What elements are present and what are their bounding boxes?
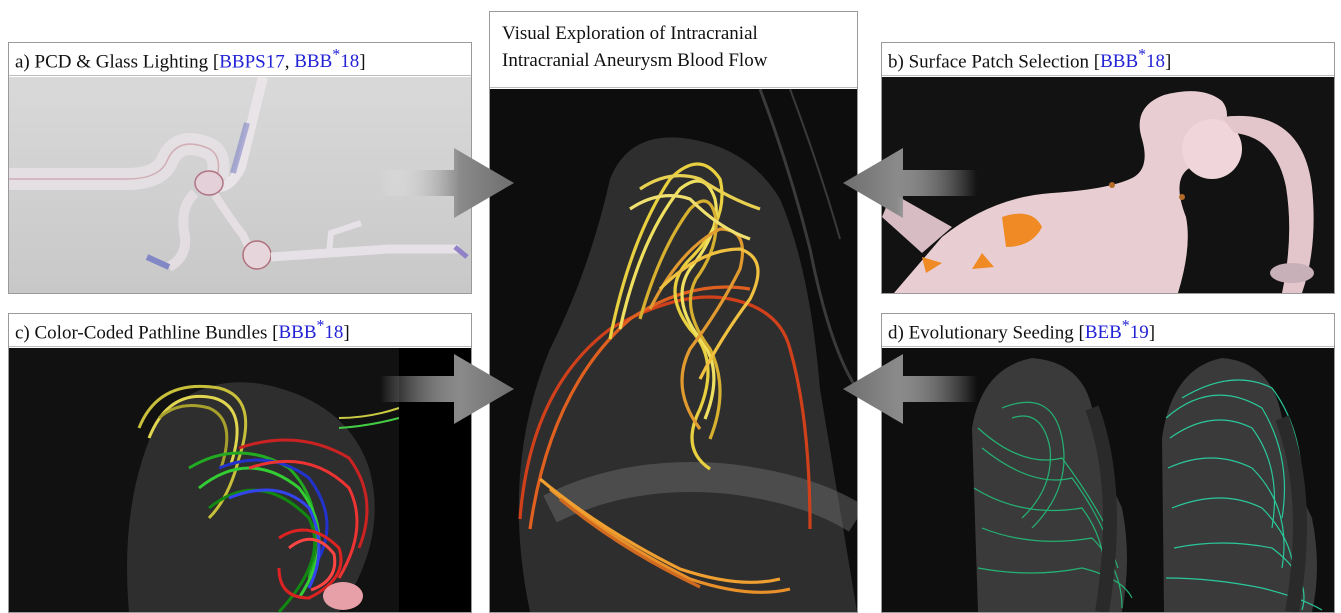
center-title-line-1: Visual Exploration of Intracranial — [502, 23, 758, 44]
panel-a-title: a) PCD & Glass Lighting [BBPS17, BBB*18] — [9, 43, 471, 76]
evolutionary-seeding-render — [882, 348, 1334, 612]
panel-b-close: ] — [1165, 51, 1172, 73]
panel-d: d) Evolutionary Seeding [BEB*19] — [881, 313, 1335, 613]
arrow-a-to-center — [380, 148, 514, 218]
panel-a-citation-2-year: 18 — [340, 51, 360, 73]
panel-c-citation-key: BBB — [278, 322, 317, 344]
panel-b-citation-sup: * — [1138, 47, 1147, 64]
panel-c-title: c) Color-Coded Pathline Bundles [BBB*18] — [9, 314, 471, 347]
panel-a-sep: , — [284, 51, 295, 73]
panel-c-label: c) Color-Coded Pathline Bundles [ — [15, 322, 279, 344]
panel-b-citation-year: 18 — [1146, 51, 1166, 73]
arrow-c-to-center — [380, 354, 514, 424]
panel-c-citation[interactable]: BBB*18 — [278, 318, 344, 344]
panel-b-citation-key: BBB — [1100, 51, 1139, 73]
arrow-d-to-center — [843, 354, 977, 424]
panel-b-label: b) Surface Patch Selection [ — [888, 51, 1101, 73]
aneurysm-flow-render — [490, 89, 857, 612]
panel-d-citation-key: BEB — [1084, 322, 1122, 344]
center-title-line-2: Intracranial Aneurysm Blood Flow — [502, 50, 768, 71]
panel-center: Visual Exploration of Intracranial Intra… — [489, 11, 858, 613]
panel-a-citation-2-sup: * — [332, 47, 341, 64]
panel-a-citation-2-key: BBB — [294, 51, 333, 73]
panel-d-close: ] — [1148, 322, 1156, 344]
panel-d-citation-year: 19 — [1129, 322, 1149, 344]
panel-d-citation[interactable]: BEB*19 — [1084, 318, 1149, 344]
panel-a-label: a) PCD & Glass Lighting [ — [15, 51, 220, 73]
panel-b-citation[interactable]: BBB*18 — [1100, 47, 1166, 73]
panel-a-citation-2[interactable]: BBB*18 — [294, 47, 360, 73]
panel-b-title: b) Surface Patch Selection [BBB*18] — [882, 43, 1334, 76]
center-image — [490, 89, 857, 612]
panel-c-close: ] — [343, 322, 350, 344]
panel-d-citation-sup: * — [1121, 318, 1130, 335]
panel-c-citation-sup: * — [316, 318, 325, 335]
panel-a: a) PCD & Glass Lighting [BBPS17, BBB*18] — [8, 42, 472, 294]
panel-a-citation-1[interactable]: BBPS17 — [219, 51, 285, 73]
panel-d-image — [882, 348, 1334, 612]
panel-d-label: d) Evolutionary Seeding [ — [888, 322, 1085, 344]
arrow-b-to-center — [843, 148, 977, 218]
panel-d-title: d) Evolutionary Seeding [BEB*19] — [882, 314, 1334, 347]
panel-c-citation-year: 18 — [324, 322, 344, 344]
panel-a-close: ] — [359, 51, 366, 73]
center-title: Visual Exploration of Intracranial Intra… — [490, 12, 857, 88]
